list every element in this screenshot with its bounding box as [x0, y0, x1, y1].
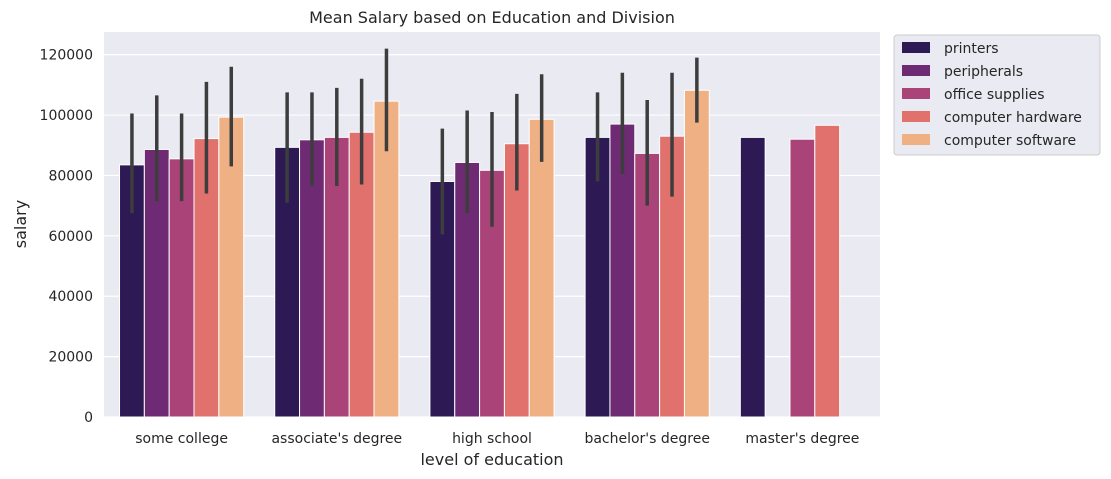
y-tick-label: 20000	[48, 350, 93, 366]
y-axis-label: salary	[11, 200, 30, 248]
legend: printers peripherals office supplies comput…	[893, 34, 1101, 156]
chart-title: Mean Salary based on Education and Divis…	[309, 8, 675, 27]
legend-frame	[893, 34, 1101, 156]
legend-swatch	[902, 65, 930, 76]
bar	[323, 136, 350, 418]
bar	[814, 124, 841, 418]
x-axis-label: level of education	[420, 450, 563, 469]
bar	[528, 118, 555, 418]
legend-swatch	[902, 111, 930, 122]
y-tick-label: 60000	[48, 229, 93, 245]
bar	[584, 136, 611, 418]
legend-swatch	[902, 88, 930, 99]
legend-label: printers	[944, 41, 999, 57]
y-tick-label: 120000	[40, 48, 93, 64]
error-bars	[130, 48, 699, 235]
x-tick-label: some college	[135, 431, 228, 447]
x-tick-label: master's degree	[745, 431, 859, 447]
x-tick-label: bachelor's degree	[584, 431, 710, 447]
y-tick-label: 100000	[40, 108, 93, 124]
bar	[218, 116, 245, 418]
bar	[739, 136, 766, 418]
bar	[168, 158, 195, 418]
bar	[789, 138, 816, 418]
bar	[683, 89, 710, 418]
x-tick-label: associate's degree	[271, 431, 402, 447]
legend-label: computer hardware	[944, 110, 1082, 126]
y-tick-label: 0	[84, 410, 93, 426]
y-tick-label: 40000	[48, 289, 93, 305]
x-axis-ticks: some college associate's degree high schoo…	[135, 431, 859, 447]
legend-label: computer software	[944, 133, 1076, 149]
bar	[373, 100, 400, 418]
legend-swatch	[902, 134, 930, 145]
y-tick-label: 80000	[48, 168, 93, 184]
legend-label: peripherals	[944, 64, 1023, 80]
x-tick-label: high school	[452, 431, 532, 447]
legend-swatch	[902, 42, 930, 53]
legend-label: office supplies	[944, 87, 1045, 103]
y-axis-ticks: 0 20000 40000 60000 80000 100000 120000	[40, 48, 93, 426]
